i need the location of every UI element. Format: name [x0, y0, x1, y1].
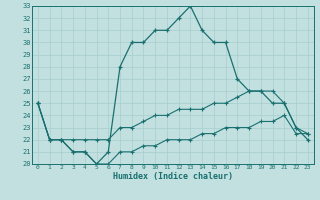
- X-axis label: Humidex (Indice chaleur): Humidex (Indice chaleur): [113, 172, 233, 181]
